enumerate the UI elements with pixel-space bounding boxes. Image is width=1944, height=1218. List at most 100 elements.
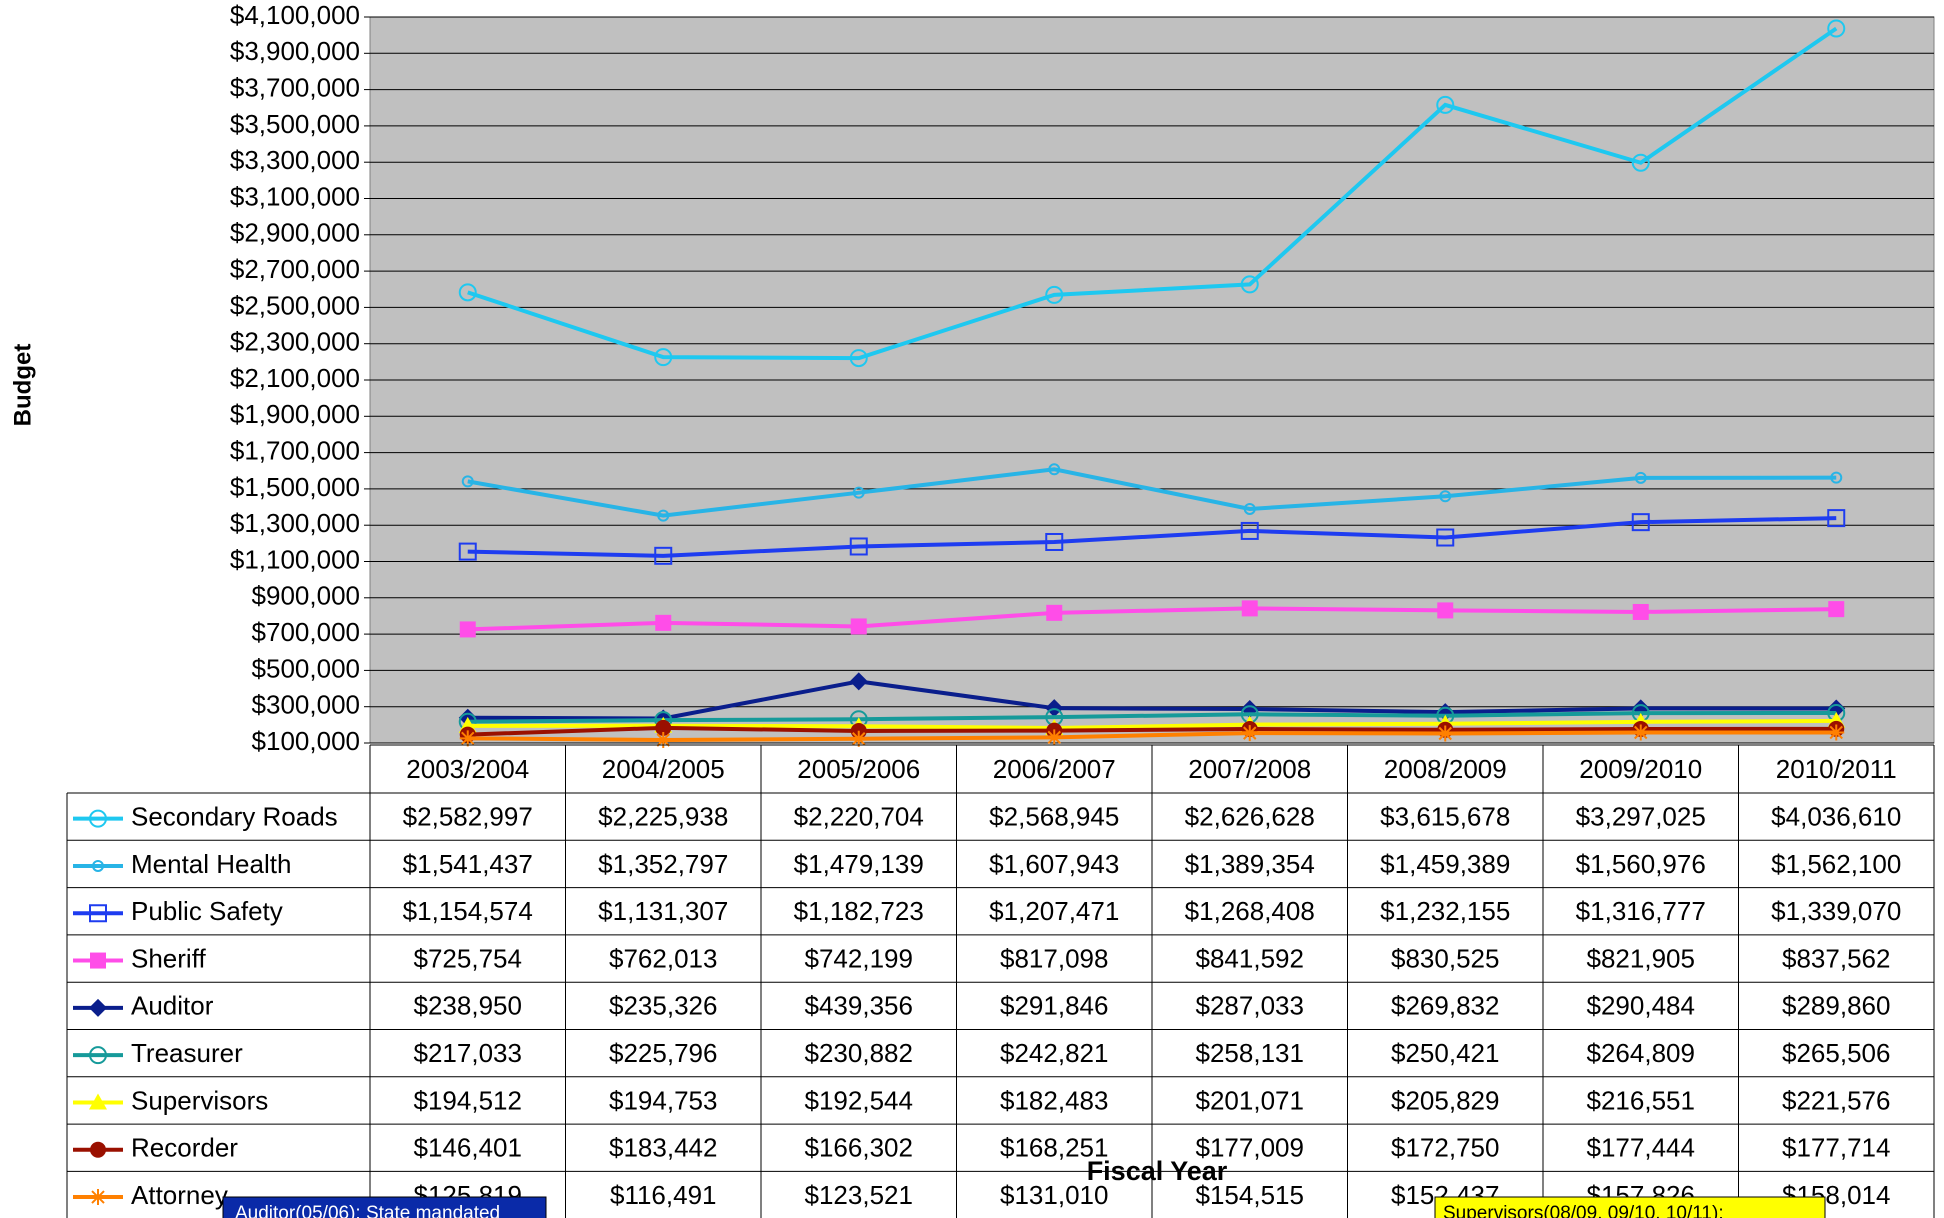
table-value: $1,560,976: [1576, 849, 1706, 879]
marker: [459, 621, 476, 638]
y-tick-label: $3,900,000: [230, 36, 360, 66]
table-value: $817,098: [1000, 943, 1108, 973]
series-line: [467, 718, 1837, 731]
marker: [461, 475, 474, 488]
table-value: $1,316,777: [1576, 896, 1706, 926]
table-value: $742,199: [805, 943, 913, 973]
series-line: [467, 26, 1838, 361]
table-value: $725,754: [414, 943, 522, 973]
marker: [1828, 601, 1845, 618]
table-value: $1,207,471: [989, 896, 1119, 926]
table-value: $172,750: [1391, 1133, 1499, 1163]
x-tick-label: 2003/2004: [406, 754, 529, 784]
table-value: $183,442: [609, 1133, 717, 1163]
table-value: $192,544: [805, 1085, 913, 1115]
table-value: $216,551: [1587, 1085, 1695, 1115]
table-value: $1,154,574: [403, 896, 533, 926]
marker: [655, 614, 672, 631]
y-tick-label: $3,700,000: [230, 72, 360, 102]
marker: [1828, 724, 1845, 741]
table-value: $225,796: [609, 1038, 717, 1068]
table-value: $1,479,139: [794, 849, 924, 879]
table-value: $116,491: [610, 1180, 717, 1210]
legend-marker: [89, 998, 107, 1017]
marker: [1437, 725, 1454, 742]
y-tick-label: $1,500,000: [230, 472, 360, 502]
marker: [1437, 602, 1454, 619]
marker: [1240, 521, 1259, 540]
y-tick-label: $1,100,000: [230, 544, 360, 574]
legend-label: Mental Health: [131, 849, 291, 879]
table-value: $194,512: [414, 1085, 522, 1115]
x-tick-label: 2006/2007: [993, 754, 1116, 784]
table-value: $194,753: [609, 1085, 717, 1115]
y-tick-label: $4,100,000: [230, 0, 360, 30]
marker: [1439, 490, 1452, 503]
marker: [849, 349, 868, 368]
table-value: $238,950: [414, 991, 522, 1021]
table-value: $837,562: [1782, 943, 1890, 973]
legend-label: Attorney: [131, 1180, 228, 1210]
table-value: $1,232,155: [1380, 896, 1510, 926]
marker: [1631, 153, 1650, 172]
y-tick-label: $900,000: [252, 581, 360, 611]
table-value: $821,905: [1587, 943, 1695, 973]
table-value: $1,389,354: [1185, 849, 1315, 879]
y-tick-label: $1,700,000: [230, 435, 360, 465]
table-value: $250,421: [1391, 1038, 1499, 1068]
table-value: $205,829: [1391, 1085, 1499, 1115]
table-value: $146,401: [414, 1133, 522, 1163]
table-value: $1,131,307: [598, 896, 728, 926]
series-line: [467, 730, 1837, 743]
table-value: $123,521: [805, 1180, 913, 1210]
series-line: [467, 710, 1837, 724]
x-tick-label: 2007/2008: [1188, 754, 1311, 784]
legend-label: Secondary Roads: [131, 802, 338, 832]
x-tick-label: 2008/2009: [1384, 754, 1507, 784]
y-tick-label: $3,500,000: [230, 109, 360, 139]
marker: [1046, 729, 1063, 746]
marker: [1634, 471, 1647, 484]
legend-marker: [89, 1046, 107, 1065]
legend-label: Auditor: [131, 991, 214, 1021]
table-value: $1,268,408: [1185, 896, 1315, 926]
table-value: $2,225,938: [598, 802, 728, 832]
marker: [1632, 603, 1649, 620]
annotation: Auditor(05/06): State mandated: [235, 1203, 500, 1218]
marker: [654, 546, 673, 565]
table-value: $3,615,678: [1380, 802, 1510, 832]
table-value: $1,562,100: [1771, 849, 1901, 879]
marker: [1241, 600, 1258, 617]
table-value: $230,882: [805, 1038, 913, 1068]
marker: [654, 348, 673, 367]
y-tick-label: $700,000: [252, 617, 360, 647]
legend-marker: [89, 809, 107, 828]
table-value: $166,302: [805, 1133, 913, 1163]
legend-label: Sheriff: [131, 943, 206, 973]
table-value: $439,356: [805, 991, 913, 1021]
table-value: $841,592: [1196, 943, 1304, 973]
legend-label: Treasurer: [131, 1038, 243, 1068]
marker: [1046, 604, 1063, 621]
table-value: $258,131: [1196, 1038, 1304, 1068]
table-value: $4,036,610: [1771, 802, 1901, 832]
table-value: $217,033: [414, 1038, 522, 1068]
series-line: [467, 606, 1837, 632]
legend-marker: [90, 1141, 106, 1158]
table-value: $2,626,628: [1185, 802, 1315, 832]
y-tick-label: $3,100,000: [230, 181, 360, 211]
marker: [849, 672, 868, 691]
series-line: [467, 679, 1837, 721]
table-value: $2,220,704: [794, 802, 924, 832]
legend-label: Supervisors: [131, 1085, 268, 1115]
y-tick-label: $300,000: [252, 690, 360, 720]
table-value: $289,860: [1782, 991, 1890, 1021]
marker: [458, 542, 477, 561]
table-value: $2,568,945: [989, 802, 1119, 832]
marker: [1241, 725, 1258, 742]
y-axis-label: Budget: [9, 344, 36, 427]
table-value: $1,459,389: [1380, 849, 1510, 879]
table-value: $291,846: [1000, 991, 1108, 1021]
